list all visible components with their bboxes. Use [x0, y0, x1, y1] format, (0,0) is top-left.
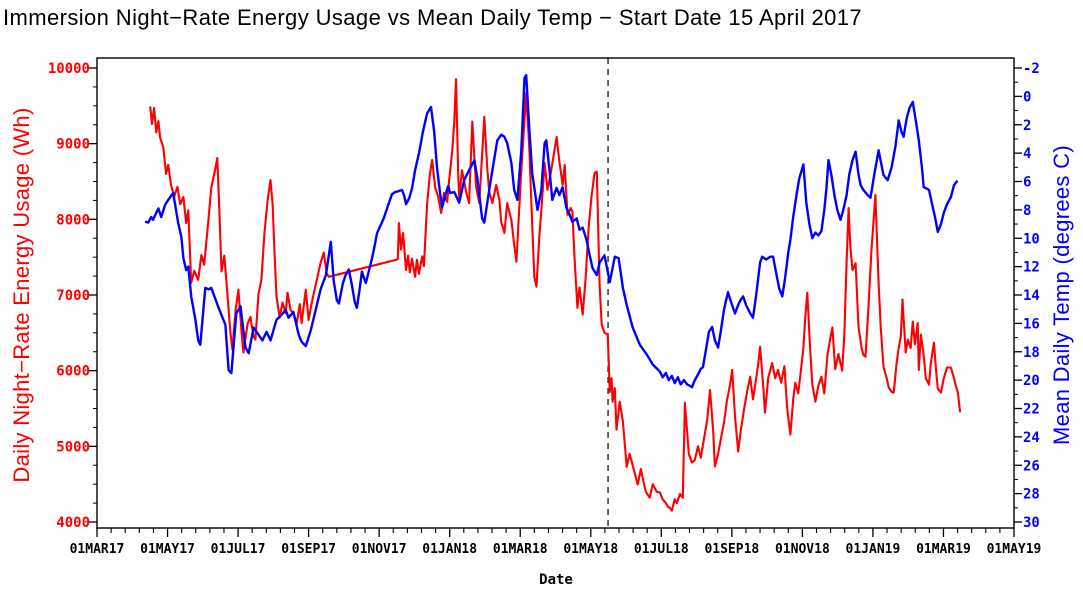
y-right-tick-label: 12: [1023, 260, 1040, 276]
x-tick-label: 01JUL17: [211, 542, 266, 557]
y-right-tick-label: 8: [1023, 203, 1031, 219]
energy-series-line: [149, 78, 962, 512]
x-tick-label: 01MAY19: [987, 542, 1042, 557]
y-left-tick-label: 10000: [48, 61, 90, 77]
x-axis-title: Date: [539, 572, 573, 588]
y-right-tick-label: 18: [1023, 345, 1040, 361]
y-right-tick-label: 16: [1023, 316, 1040, 332]
y-right-tick-label: 2: [1023, 118, 1031, 134]
y-right-tick-label: 10: [1023, 231, 1040, 247]
x-tick-label: 01SEP18: [704, 542, 759, 557]
y-right-tick-label: 6: [1023, 175, 1031, 191]
y-left-tick-label: 9000: [56, 137, 90, 153]
plot-border: [96, 57, 1015, 529]
y-right-tick-label: 4: [1023, 146, 1031, 162]
x-tick-label: 01NOV18: [775, 542, 830, 557]
y-right-tick-label: 0: [1023, 89, 1031, 105]
x-tick-label: 01MAR18: [493, 542, 548, 557]
y-left-tick-label: 4000: [56, 515, 90, 531]
x-tick-label: 01MAY17: [140, 542, 195, 557]
y-right-tick-label: 28: [1023, 487, 1040, 503]
y-right-tick-label: 30: [1023, 515, 1040, 531]
y-right-tick-label: 20: [1023, 373, 1040, 389]
chart-title: Immersion Night−Rate Energy Usage vs Mea…: [3, 5, 863, 30]
x-tick-label: 01MAR19: [916, 542, 971, 557]
x-tick-label: 01MAR17: [70, 542, 125, 557]
x-tick-label: 01NOV17: [352, 542, 407, 557]
x-tick-label: 01SEP17: [281, 542, 336, 557]
y-right-tick-label: 26: [1023, 458, 1040, 474]
y-left-tick-label: 7000: [56, 288, 90, 304]
y-left-tick-label: 5000: [56, 439, 90, 455]
x-tick-label: 01JAN18: [422, 542, 477, 557]
y-left-tick-label: 6000: [56, 364, 90, 380]
x-tick-label: 01JUL18: [634, 542, 689, 557]
temp-series-line: [144, 73, 959, 389]
x-tick-label: 01JAN19: [846, 542, 901, 557]
y-right-tick-label: 22: [1023, 402, 1040, 418]
x-tick-label: 01MAY18: [563, 542, 618, 557]
y-right-tick-label: 24: [1023, 430, 1040, 446]
y-right-tick-label: 14: [1023, 288, 1040, 304]
y-right-tick-label: -2: [1023, 61, 1040, 77]
y-left-tick-label: 8000: [56, 212, 90, 228]
